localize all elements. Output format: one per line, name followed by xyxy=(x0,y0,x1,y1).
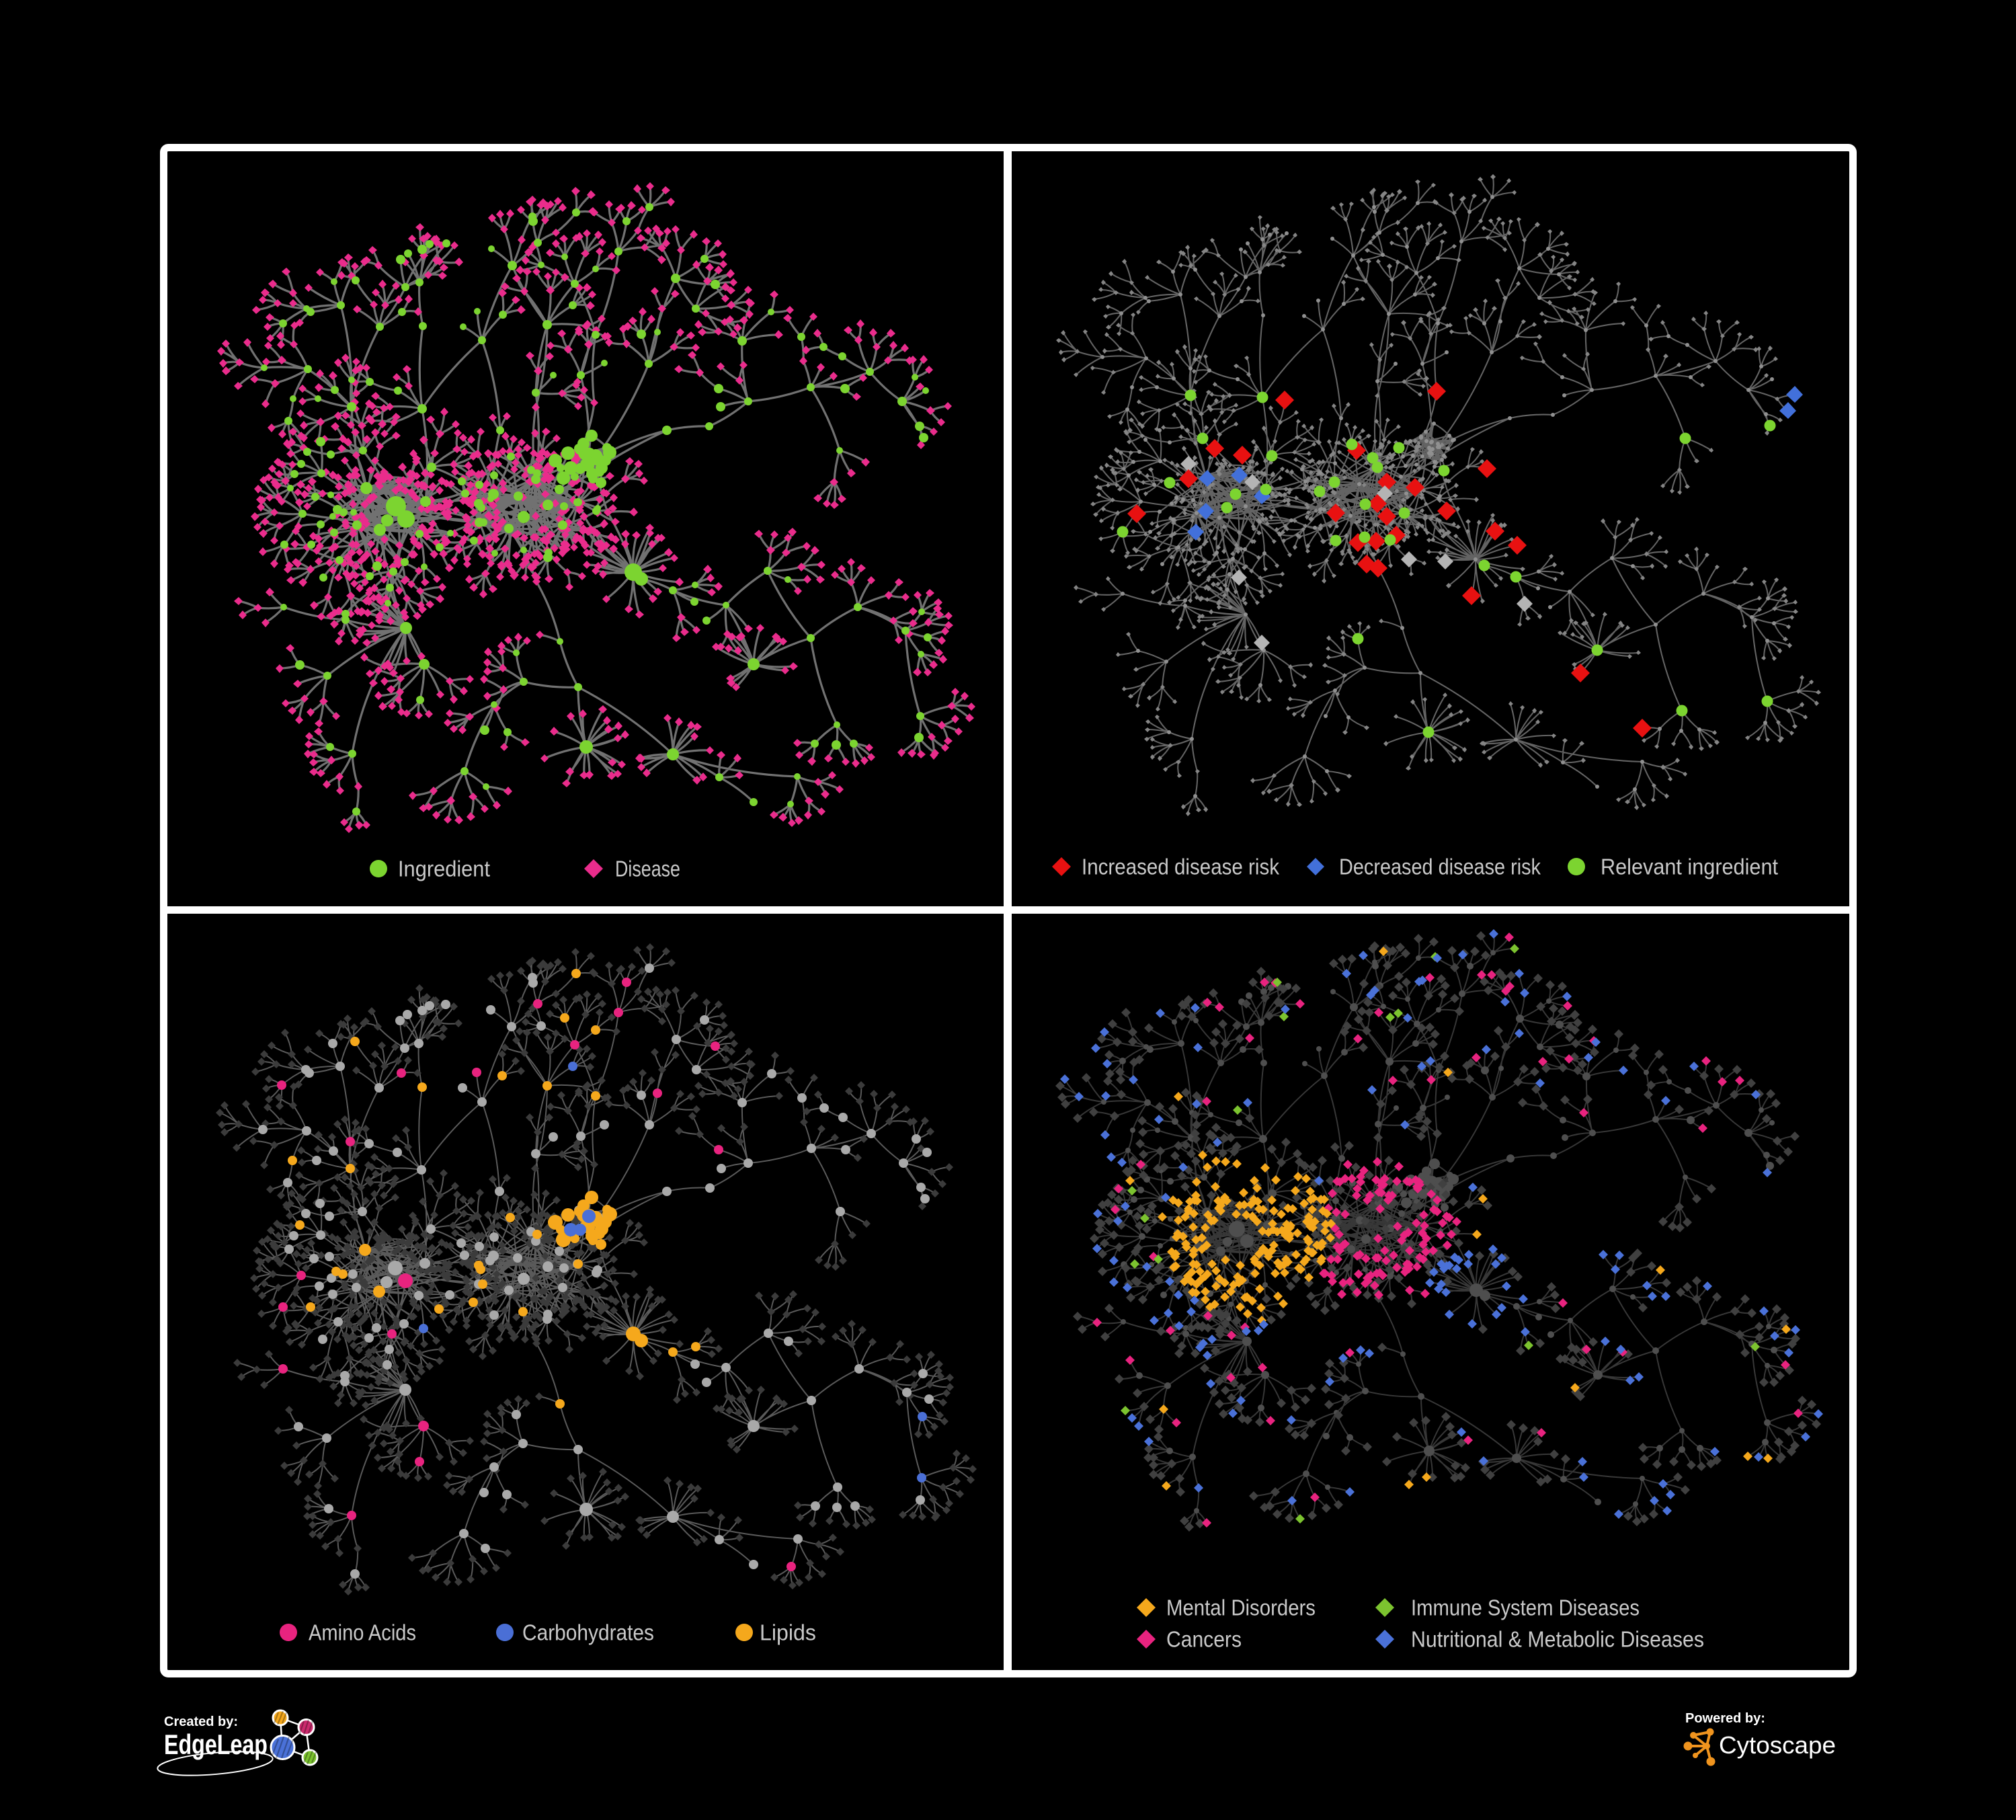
svg-text:Ingredient: Ingredient xyxy=(398,857,490,881)
svg-text:Increased disease risk: Increased disease risk xyxy=(1082,855,1279,879)
svg-text:Nutritional & Metabolic Diseas: Nutritional & Metabolic Diseases xyxy=(1411,1627,1704,1652)
svg-text:Amino Acids: Amino Acids xyxy=(309,1620,416,1645)
svg-text:Decreased disease risk: Decreased disease risk xyxy=(1339,855,1541,879)
svg-text:Lipids: Lipids xyxy=(760,1620,816,1645)
svg-text:Mental Disorders: Mental Disorders xyxy=(1166,1595,1316,1620)
svg-text:Disease: Disease xyxy=(615,857,680,881)
svg-text:Carbohydrates: Carbohydrates xyxy=(522,1620,654,1645)
svg-text:Powered by:: Powered by: xyxy=(1685,1711,1765,1726)
svg-text:EdgeLeap: EdgeLeap xyxy=(164,1729,268,1760)
svg-text:Relevant ingredient: Relevant ingredient xyxy=(1601,855,1778,879)
svg-text:Cytoscape: Cytoscape xyxy=(1719,1731,1836,1759)
svg-text:Created by:: Created by: xyxy=(164,1714,238,1729)
svg-text:Cancers: Cancers xyxy=(1166,1627,1242,1652)
svg-text:Immune System Diseases: Immune System Diseases xyxy=(1411,1595,1640,1620)
